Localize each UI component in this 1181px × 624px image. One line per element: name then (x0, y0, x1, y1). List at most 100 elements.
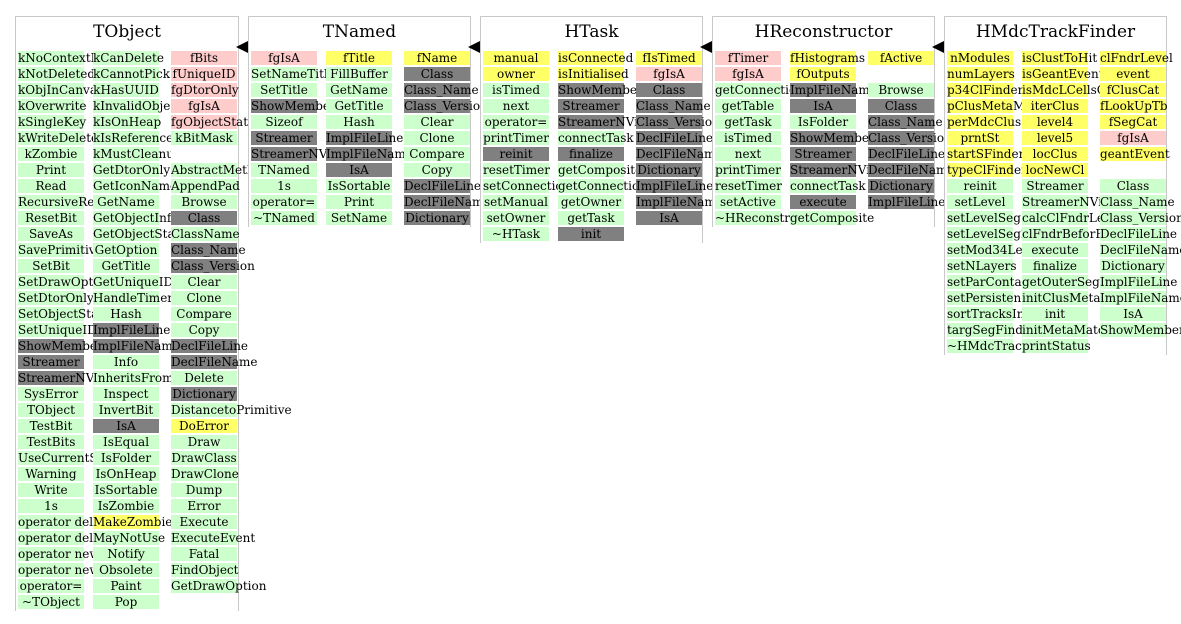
member-label: ImplFileName (636, 195, 723, 209)
member-isa: IsA (326, 163, 392, 177)
member-implfileline: ImplFileLine (326, 131, 403, 145)
member-label: fLookUpTb (1100, 99, 1168, 113)
member-fsegcat: fSegCat (1100, 115, 1166, 129)
member-label: ShowMembers (558, 83, 649, 97)
member-dictionary: Dictionary (1100, 259, 1166, 273)
class-title: HMdcTrackFinder (975, 22, 1136, 42)
member-targsegfinderonly: targSegFinderOnly (947, 323, 1064, 337)
member-next: next (483, 99, 549, 113)
member-label: fgIsA (1117, 131, 1149, 145)
inheritance-arrow-icon (236, 41, 248, 53)
member-declfilename: DeclFileName (868, 163, 955, 177)
member-inheritsfrom: InheritsFrom (93, 371, 174, 385)
member-dictionary: Dictionary (636, 163, 702, 177)
member-label: kInvalidObject (93, 99, 182, 113)
member-label: kMustCleanup (93, 147, 182, 161)
member-showmembers: ShowMembers (18, 339, 109, 353)
member-init: init (1022, 307, 1088, 321)
inheritance-arrow-icon (932, 41, 944, 53)
member-streamernvirtual: StreamerNVirtual (558, 115, 667, 129)
member-usecurrentstyle: UseCurrentStyle (18, 451, 120, 465)
member-copy: Copy (404, 163, 470, 177)
member-label: IsFolder (797, 115, 849, 129)
member-class-version: Class_Version (171, 259, 255, 273)
member-label: Dictionary (637, 163, 701, 177)
member-label: SetDrawOption (18, 275, 113, 289)
member-label: kZombie (24, 147, 78, 161)
member-label: ResetBit (25, 211, 77, 225)
member-label: SysError (23, 387, 79, 401)
member-label: resetTimer (715, 179, 782, 193)
member-isequal: IsEqual (93, 435, 159, 449)
member-label: FindObject (171, 563, 239, 577)
member-label: setLevelSeg1 (947, 211, 1029, 225)
member-clfndrlevel: clFndrLevel (1100, 51, 1173, 65)
member-streamer: Streamer (1022, 179, 1088, 193)
member-setnametitle: SetNameTitle (251, 67, 335, 81)
member-label: Hash (343, 115, 375, 129)
member-iterclus: iterClus (1022, 99, 1088, 113)
member-setconnections: setConnections (483, 179, 577, 193)
member-ksinglekey: kSingleKey (18, 115, 86, 129)
member-label: DistancetoPrimitive (171, 403, 292, 417)
member-setlevelseg1: setLevelSeg1 (947, 211, 1029, 225)
member-setuniqueid: SetUniqueID (18, 323, 97, 337)
member-label: Browse (878, 83, 924, 97)
member-label: DeclFileName (171, 355, 258, 369)
member-setactive: setActive (715, 195, 781, 209)
member-class-name: Class_Name (171, 243, 246, 257)
member-getname: GetName (326, 83, 392, 97)
member-kisonheap: kIsOnHeap (93, 115, 161, 129)
member-compare: Compare (404, 147, 470, 161)
member-isa: IsA (93, 419, 159, 433)
member-getdrawoption: GetDrawOption (171, 579, 266, 593)
member-class: Class (404, 67, 470, 81)
member-reinit: reinit (483, 147, 549, 161)
member-empty (868, 67, 934, 81)
member-dictionary: Dictionary (404, 211, 470, 225)
class-title: HReconstructor (754, 22, 893, 42)
member-label: DeclFileLine (1100, 227, 1178, 241)
member-connecttask: connectTask (790, 179, 866, 193)
member-label: ~TNamed (253, 211, 315, 225)
member-label: getConnections (715, 83, 811, 97)
member-label: fTitle (342, 51, 376, 65)
member-kinvalidobject: kInvalidObject (93, 99, 182, 113)
member-label: Dictionary (405, 211, 469, 225)
member-declfileline: DeclFileLine (171, 339, 248, 353)
member-label: locClus (1032, 147, 1078, 161)
member-label: GetUniqueID (93, 275, 174, 289)
member-label: setManual (484, 195, 548, 209)
member-clone: Clone (171, 291, 237, 305)
member-isonheap: IsOnHeap (93, 467, 159, 481)
member-knotdeleted: kNotDeleted (18, 67, 95, 81)
member-manual: manual (483, 51, 549, 65)
member-label: locNewCl (1025, 163, 1085, 177)
member-label: Class_Version (404, 99, 488, 113)
member-setbit: SetBit (18, 259, 84, 273)
member-draw: Draw (171, 435, 237, 449)
member-label: getOwner (560, 195, 622, 209)
member-label: setMod34Levels (947, 243, 1047, 257)
member-showmembers: ShowMembers (251, 99, 342, 113)
member-label: event (1116, 67, 1150, 81)
member-label: ShowMembers (18, 339, 109, 353)
member-label: IsFolder (100, 451, 152, 465)
member-label: Clone (186, 291, 222, 305)
member-isa: IsA (636, 211, 702, 225)
member-label: Class_Version (1100, 211, 1181, 225)
member-declfilename: DeclFileName (171, 355, 258, 369)
member-setparcontainers: setParContainers (947, 275, 1052, 289)
member-label: printStatus (1022, 339, 1091, 353)
member-getobjectstat: GetObjectStat (93, 227, 179, 241)
member-label: isTimed (724, 131, 772, 145)
member-gettitle: GetTitle (93, 259, 159, 273)
member-label: ShowMembers (790, 131, 881, 145)
member-finalize: finalize (1022, 259, 1088, 273)
member-label: next (734, 147, 762, 161)
member-label: Notify (107, 547, 145, 561)
member-label: Dictionary (172, 387, 236, 401)
member-label: owner (496, 67, 536, 81)
member-label: ImplFileLine (93, 323, 171, 337)
member-implfilename: ImplFileName (636, 195, 723, 209)
